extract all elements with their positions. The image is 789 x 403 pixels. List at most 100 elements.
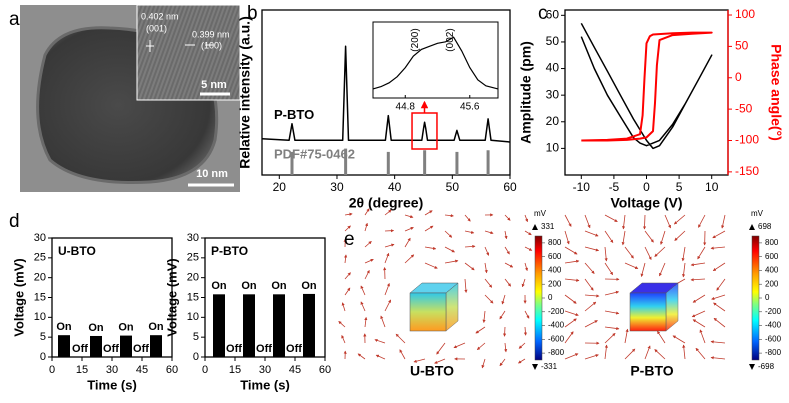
- field-arrow: [584, 354, 599, 360]
- on-label: On: [148, 321, 164, 333]
- colorbar-tick-label: 400: [765, 266, 779, 275]
- y2-axis-label: Phase angle(°): [768, 44, 784, 141]
- y-axis-label: Amplitude (pm): [518, 41, 534, 144]
- field-arrow: [698, 214, 706, 228]
- colorbar: [751, 235, 760, 361]
- panel-label: c: [538, 3, 548, 24]
- colorbar-tick-label: -600: [765, 334, 782, 343]
- colorbar-tick-label: -600: [548, 334, 565, 343]
- field-arrow: [344, 272, 351, 280]
- field-arrow: [672, 335, 686, 344]
- field-arrow: [699, 329, 706, 344]
- x-tick-label: -10: [573, 180, 591, 194]
- field-arrow: [712, 230, 726, 239]
- field-arrow: [464, 262, 475, 271]
- pulse-bar: [150, 335, 162, 357]
- inset-x-tick-label: 44.8: [396, 102, 416, 113]
- panel-label: b: [247, 3, 258, 24]
- reference-stick: [455, 151, 459, 175]
- field-arrow: [364, 241, 372, 248]
- field-arrow: [604, 290, 620, 296]
- hrtem-inset: [136, 4, 241, 101]
- field-arrow: [692, 319, 706, 328]
- cube-front: [629, 292, 667, 332]
- x-tick-label: 30: [330, 180, 344, 194]
- field-arrow: [524, 214, 529, 223]
- field-arrow: [375, 354, 386, 360]
- field-arrow: [657, 330, 666, 344]
- field-arrow: [521, 278, 526, 288]
- colorbar-max: 331: [541, 222, 555, 231]
- pulse-bar: [58, 335, 70, 357]
- y-tick-label: 20: [546, 114, 560, 128]
- field-arrow: [624, 262, 639, 269]
- lattice-annotation: 0.399 nm: [192, 29, 230, 39]
- reference-stick: [486, 150, 490, 175]
- field-arrow: [604, 310, 620, 315]
- colorbar-tick-label: 200: [548, 279, 562, 288]
- y-tick-label: 30: [187, 232, 199, 244]
- field-arrow: [584, 278, 594, 291]
- scale-bar-label: 10 nm: [196, 168, 228, 180]
- pulse-bar: [303, 293, 315, 357]
- x-tick-label: 50: [446, 180, 460, 194]
- field-arrow: [644, 230, 654, 243]
- colorbar-unit: mV: [751, 209, 764, 218]
- reference-stick: [386, 151, 390, 175]
- field-arrow: [424, 225, 434, 232]
- x-tick-label: 15: [76, 364, 88, 376]
- field-arrow: [564, 331, 574, 344]
- field-arrow: [691, 310, 706, 318]
- y-tick-label: 15: [34, 291, 46, 303]
- on-label: On: [301, 280, 317, 292]
- data-line: [581, 31, 713, 142]
- x-tick-label: 30: [106, 364, 118, 376]
- field-arrow: [464, 230, 475, 234]
- panel-title: P-BTO: [630, 363, 673, 379]
- data-line: [580, 22, 713, 150]
- on-label: On: [118, 321, 134, 333]
- zoom-box: [411, 112, 438, 150]
- reference-stick: [290, 151, 294, 175]
- field-arrow: [504, 262, 514, 268]
- colorbar-tick-label: 600: [765, 252, 779, 261]
- colorbar-tick-label: -200: [548, 307, 565, 316]
- y2-tick-label: 100: [735, 7, 755, 21]
- min-marker: [532, 364, 538, 370]
- field-arrow: [564, 310, 579, 317]
- field-arrow: [464, 244, 476, 249]
- field-arrow: [504, 278, 512, 287]
- x-axis-label: Time (s): [87, 377, 137, 392]
- y-axis-label: Relative intensity (a.u.): [237, 16, 253, 168]
- field-arrow: [341, 302, 346, 312]
- field-arrow: [504, 342, 508, 353]
- y-tick-label: 0: [40, 351, 46, 363]
- field-arrow: [344, 225, 351, 232]
- field-arrow: [564, 230, 570, 245]
- field-arrow: [504, 246, 510, 255]
- field-arrow: [712, 262, 726, 272]
- x-axis-label: Time (s): [240, 377, 290, 392]
- cube-front: [409, 292, 447, 332]
- field-arrow: [644, 246, 652, 261]
- field-arrow: [475, 326, 486, 334]
- x-tick-label: 10: [705, 180, 719, 194]
- field-arrow: [384, 209, 392, 216]
- field-arrow: [622, 214, 626, 230]
- panel-subtitle: U-BTO: [58, 244, 96, 258]
- field-arrow: [380, 315, 386, 328]
- field-arrow: [360, 285, 366, 296]
- field-arrow: [482, 310, 486, 323]
- field-arrow: [710, 246, 726, 250]
- pulse-bar: [273, 294, 285, 357]
- y-tick-label: 30: [546, 87, 560, 101]
- field-arrow: [713, 317, 726, 328]
- field-arrow: [501, 294, 506, 305]
- x-axis-label: Voltage (V): [610, 195, 682, 211]
- pulse-bar: [213, 294, 225, 357]
- field-arrow: [364, 208, 370, 216]
- field-arrow: [524, 262, 529, 272]
- x-tick-label: 5: [676, 180, 683, 194]
- field-arrow: [364, 269, 370, 280]
- field-arrow: [716, 278, 726, 291]
